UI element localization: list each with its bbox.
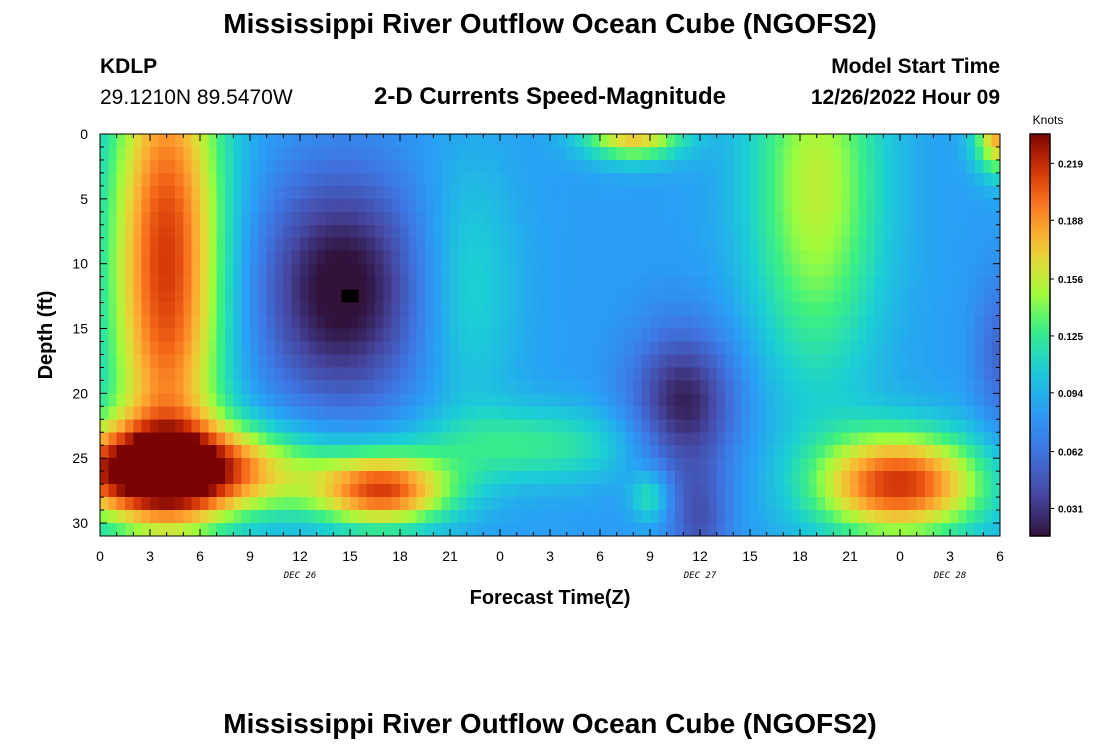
day-label: DEC 27 bbox=[683, 571, 717, 581]
y-axis: 0 5 10 15 20 25 30 bbox=[72, 126, 1000, 537]
station-id: KDLP bbox=[100, 55, 158, 78]
x-tick-label: 0 bbox=[896, 548, 904, 564]
x-tick-label: 3 bbox=[546, 548, 554, 564]
next-chart-title: Mississippi River Outflow Ocean Cube (NG… bbox=[223, 708, 877, 739]
model-start-label: Model Start Time bbox=[831, 55, 1000, 78]
day-label: DEC 26 bbox=[283, 571, 317, 581]
y-tick-label: 30 bbox=[72, 515, 88, 531]
x-tick-label: 15 bbox=[342, 548, 358, 564]
model-start-value: 12/26/2022 Hour 09 bbox=[810, 86, 1000, 109]
station-coordinates: 29.1210N 89.5470W bbox=[100, 86, 293, 109]
x-tick-label: 21 bbox=[442, 548, 458, 564]
x-tick-label: 12 bbox=[692, 548, 708, 564]
y-axis-title: Depth (ft) bbox=[35, 291, 57, 380]
x-tick-label: 18 bbox=[792, 548, 808, 564]
x-axis: 0 3 6 9 12 15 18 21 0 3 6 9 12 15 18 21 0 3 6 DEC 26 DEC 27 D… bbox=[96, 134, 1004, 581]
colorbar-tick-label: 0.125 bbox=[1058, 332, 1083, 343]
x-tick-label: 3 bbox=[946, 548, 954, 564]
x-tick-label: 6 bbox=[596, 548, 604, 564]
colorbar: Knots 0.031 0.062 0.094 0.125 0.156 0.188 0.219 bbox=[1029, 113, 1083, 537]
x-tick-label: 6 bbox=[196, 548, 204, 564]
y-tick-label: 15 bbox=[72, 321, 88, 337]
x-tick-label: 3 bbox=[146, 548, 154, 564]
colorbar-gradient bbox=[1029, 133, 1051, 537]
chart-subtitle: 2-D Currents Speed-Magnitude bbox=[373, 83, 727, 110]
colorbar-unit: Knots bbox=[1033, 113, 1064, 127]
day-label: DEC 28 bbox=[933, 571, 967, 581]
x-tick-label: 15 bbox=[742, 548, 758, 564]
x-axis-title: Forecast Time(Z) bbox=[470, 587, 631, 609]
y-tick-label: 0 bbox=[80, 126, 88, 142]
x-tick-label: 6 bbox=[996, 548, 1004, 564]
colorbar-tick-label: 0.094 bbox=[1058, 389, 1083, 400]
y-tick-label: 20 bbox=[72, 385, 88, 401]
y-tick-label: 10 bbox=[72, 256, 88, 272]
y-tick-label: 25 bbox=[72, 450, 88, 466]
x-tick-label: 0 bbox=[496, 548, 504, 564]
y-tick-label: 5 bbox=[80, 191, 88, 207]
colorbar-tick-label: 0.062 bbox=[1058, 448, 1083, 459]
colorbar-tick-label: 0.188 bbox=[1058, 216, 1083, 227]
x-tick-label: 0 bbox=[96, 548, 104, 564]
x-tick-label: 9 bbox=[646, 548, 654, 564]
colorbar-tick-label: 0.219 bbox=[1058, 159, 1083, 170]
x-tick-label: 12 bbox=[292, 548, 308, 564]
heatmap-field bbox=[100, 134, 1000, 536]
colorbar-tick-label: 0.031 bbox=[1058, 504, 1083, 515]
chart-title: Mississippi River Outflow Ocean Cube (NG… bbox=[223, 8, 877, 39]
x-tick-label: 18 bbox=[392, 548, 408, 564]
colorbar-tick-label: 0.156 bbox=[1058, 275, 1083, 286]
heatmap-chart: 0 3 6 9 12 15 18 21 0 3 6 9 12 15 18 21 0 3 6 DEC 26 DEC 27 D… bbox=[35, 113, 1083, 609]
x-tick-label: 9 bbox=[246, 548, 254, 564]
x-tick-label: 21 bbox=[842, 548, 858, 564]
